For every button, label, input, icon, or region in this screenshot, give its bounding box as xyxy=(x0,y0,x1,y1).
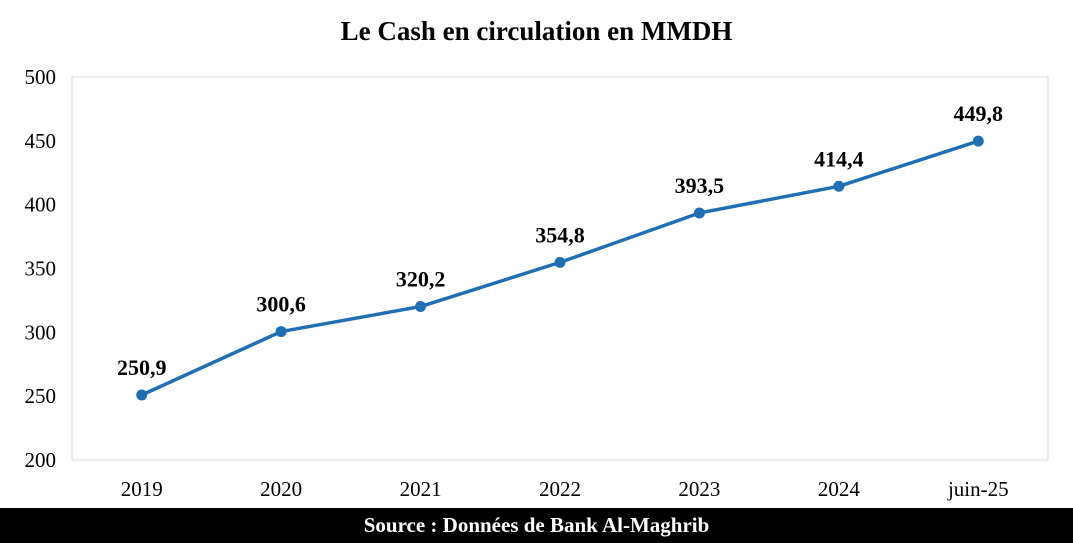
source-footer: Source : Données de Bank Al-Maghrib xyxy=(0,508,1073,543)
data-label: 300,6 xyxy=(256,292,306,317)
data-point xyxy=(275,326,287,338)
x-axis: 2019 2020 2021 2022 2023 2024 juin-25 xyxy=(121,477,1009,501)
y-tick-label: 250 xyxy=(25,384,57,408)
x-tick-label: 2019 xyxy=(121,477,163,501)
data-label: 320,2 xyxy=(396,267,446,292)
x-tick-label: 2020 xyxy=(260,477,302,501)
data-label: 393,5 xyxy=(675,173,725,198)
series-line xyxy=(140,139,979,397)
chart-title: Le Cash en circulation en MMDH xyxy=(340,16,733,46)
x-tick-label: juin-25 xyxy=(947,477,1009,501)
y-tick-label: 300 xyxy=(25,320,57,344)
y-tick-label: 350 xyxy=(25,257,57,281)
x-tick-label: 2024 xyxy=(818,477,861,501)
data-labels: 250,9 300,6 320,2 354,8 393,5 414,4 449,8 xyxy=(117,101,1003,380)
y-tick-label: 400 xyxy=(25,193,57,217)
data-point xyxy=(415,301,427,313)
data-point xyxy=(554,256,566,268)
data-label: 414,4 xyxy=(814,146,864,171)
data-point xyxy=(972,135,984,147)
y-tick-label: 200 xyxy=(25,448,57,472)
plot-area-border xyxy=(71,76,1049,461)
y-tick-label: 500 xyxy=(25,65,57,89)
data-point xyxy=(136,389,148,401)
x-tick-label: 2023 xyxy=(678,477,720,501)
data-label: 449,8 xyxy=(954,101,1004,126)
data-point xyxy=(833,180,845,192)
x-tick-label: 2021 xyxy=(400,477,442,501)
y-tick-label: 450 xyxy=(25,129,57,153)
data-label: 250,9 xyxy=(117,355,167,380)
data-point xyxy=(693,207,705,219)
y-axis: 200 250 300 350 400 450 500 xyxy=(25,65,57,472)
data-points xyxy=(136,135,984,401)
x-tick-label: 2022 xyxy=(539,477,581,501)
data-label: 354,8 xyxy=(535,222,585,247)
